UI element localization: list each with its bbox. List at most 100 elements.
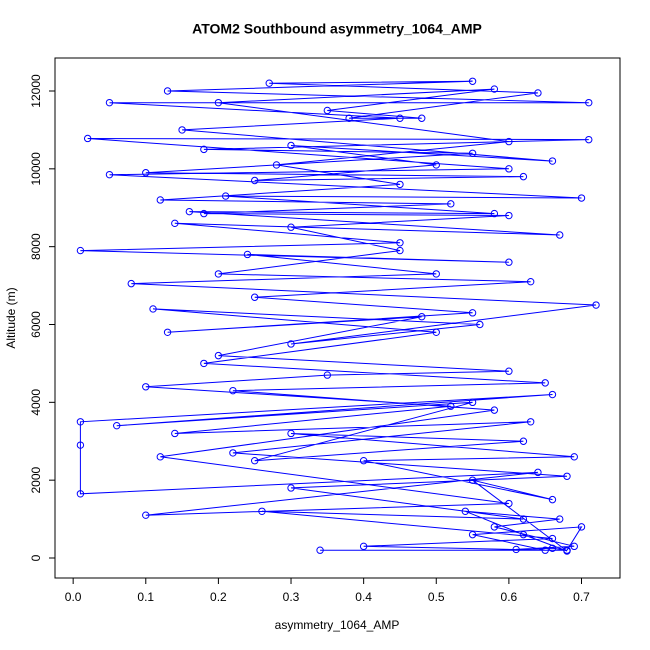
- data-point: [221, 192, 230, 200]
- y-axis-label: Altitude (m): [4, 287, 18, 348]
- data-point: [163, 328, 172, 336]
- data-line: [79, 80, 597, 552]
- data-point: [505, 499, 513, 508]
- data-point: [505, 258, 513, 266]
- data-point: [76, 441, 85, 449]
- y-tick-label: 12000: [29, 74, 43, 108]
- data-point: [243, 250, 252, 259]
- data-point: [526, 277, 535, 286]
- data-point: [76, 490, 85, 498]
- x-tick-label: 0.7: [573, 590, 590, 604]
- data-point: [519, 437, 528, 445]
- data-point: [105, 170, 114, 179]
- data-point: [323, 371, 332, 379]
- data-point: [287, 340, 295, 348]
- data-point: [548, 157, 557, 165]
- x-tick-label: 0.1: [137, 590, 154, 604]
- data-point: [519, 172, 528, 181]
- data-point: [432, 270, 440, 278]
- y-tick-label: 6000: [29, 311, 43, 338]
- data-point: [534, 89, 542, 97]
- data-point: [171, 429, 179, 438]
- data-point: [214, 98, 223, 107]
- data-point: [461, 507, 470, 515]
- data-point: [396, 114, 404, 122]
- x-axis-label: asymmetry_1064_AMP: [275, 618, 400, 632]
- data-point: [185, 207, 194, 216]
- data-point: [251, 293, 259, 301]
- data-point: [468, 77, 477, 85]
- data-point: [200, 145, 208, 154]
- data-point: [156, 453, 165, 461]
- data-point: [570, 453, 578, 461]
- x-tick-label: 0.6: [501, 590, 518, 604]
- data-point: [323, 106, 332, 115]
- data-point: [541, 546, 549, 554]
- data-point: [447, 402, 455, 410]
- data-point: [287, 484, 295, 492]
- chart-title: ATOM2 Southbound asymmetry_1064_AMP: [192, 21, 482, 37]
- data-point: [287, 141, 295, 150]
- data-point: [251, 457, 259, 465]
- data-point: [548, 544, 557, 552]
- data-point: [345, 114, 353, 122]
- data-point: [396, 180, 404, 189]
- data-point: [214, 351, 223, 360]
- data-point: [76, 246, 85, 255]
- data-point: [113, 421, 121, 430]
- data-point: [585, 98, 593, 107]
- data-point: [418, 313, 426, 321]
- data-point: [447, 200, 455, 208]
- data-point: [258, 507, 266, 515]
- data-point: [490, 209, 499, 218]
- data-point: [316, 546, 324, 554]
- data-point: [432, 328, 440, 336]
- x-tick-label: 0.0: [65, 590, 82, 604]
- data-point: [468, 398, 477, 407]
- data-point: [142, 383, 150, 391]
- data-point: [556, 515, 564, 523]
- data-point: [548, 534, 557, 543]
- data-point: [149, 305, 157, 313]
- data-point: [476, 320, 484, 329]
- data-point: [490, 406, 499, 414]
- data-point: [142, 169, 150, 177]
- data-point: [468, 476, 477, 484]
- data-point: [541, 379, 549, 387]
- data-point: [563, 546, 571, 554]
- data-point: [272, 161, 281, 169]
- data-point: [577, 523, 586, 531]
- data-point: [548, 495, 557, 504]
- data-point: [229, 386, 237, 395]
- data-point: [163, 87, 172, 95]
- y-tick-label: 0: [29, 554, 43, 561]
- data-point: [519, 530, 528, 539]
- data-point: [563, 472, 571, 480]
- data-point: [505, 367, 513, 375]
- y-tick-label: 2000: [29, 466, 43, 493]
- data-point: [200, 359, 208, 368]
- data-point: [490, 523, 499, 531]
- data-point: [396, 246, 404, 255]
- data-point: [178, 126, 186, 134]
- x-tick-label: 0.4: [355, 590, 372, 604]
- data-point: [490, 85, 499, 93]
- data-point: [585, 135, 593, 144]
- x-tick-label: 0.3: [283, 590, 300, 604]
- data-point: [156, 196, 165, 204]
- data-point: [468, 149, 477, 157]
- data-point: [526, 418, 535, 426]
- data-point: [76, 418, 85, 426]
- data-point: [265, 79, 273, 87]
- x-tick-label: 0.5: [428, 590, 445, 604]
- data-point: [505, 137, 513, 146]
- data-point: [592, 301, 600, 309]
- data-point: [214, 270, 223, 278]
- data-point: [287, 223, 295, 231]
- plot-frame: [54, 57, 621, 579]
- data-point: [171, 219, 179, 228]
- data-point: [505, 165, 513, 173]
- data-point: [418, 114, 426, 122]
- data-point: [577, 194, 586, 202]
